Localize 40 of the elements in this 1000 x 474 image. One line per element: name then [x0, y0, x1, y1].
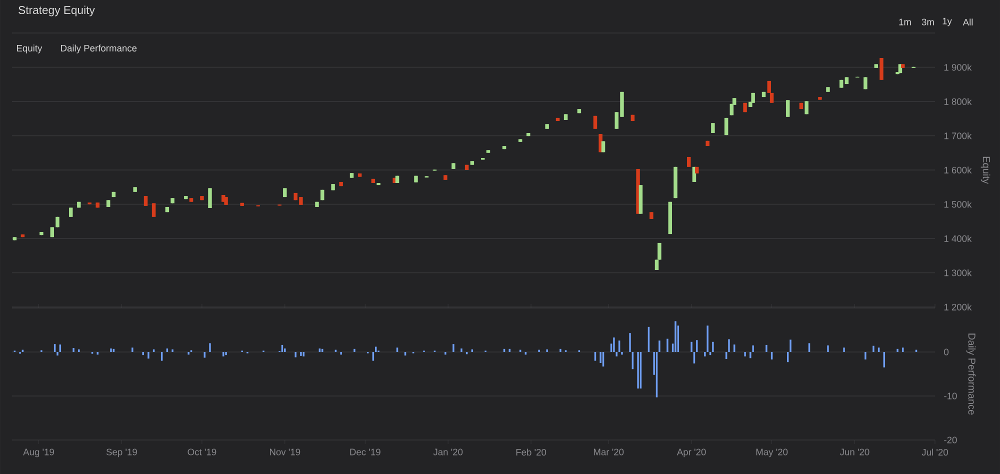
y-tick-label: 1 700k — [944, 132, 972, 140]
candlestick — [208, 188, 212, 208]
chart-title: Strategy Equity — [18, 6, 95, 16]
y-tick-label: 0 — [944, 348, 949, 356]
text: All — [962, 18, 973, 26]
x-tick-label: Aug '19 — [23, 448, 54, 458]
candlestick — [69, 207, 73, 218]
y-axis-title: Equity — [980, 156, 990, 184]
text: 3m — [922, 18, 934, 26]
y-tick-label: -20 — [944, 436, 957, 444]
x-tick-label: Oct '19 — [188, 448, 216, 456]
y-tick-label: 1 500k — [944, 200, 972, 208]
x-tick-label: Jan '20 — [433, 448, 463, 456]
y-tick-label: 1 300k — [944, 269, 972, 276]
x-tick-label: Sep '19 — [106, 448, 137, 458]
candlestick — [593, 115, 598, 130]
x-tick-label: Jul '20 — [922, 448, 948, 456]
y-tick-label: 1 200k — [944, 304, 972, 310]
y-tick-label: 1 400k — [944, 235, 972, 242]
y-tick-label: 1 800k — [944, 98, 972, 105]
annotation: Equity — [17, 44, 42, 54]
x-tick-label: Nov '19 — [270, 448, 300, 456]
x-tick-label: Jun '20 — [840, 448, 870, 456]
x-tick-label: Feb '20 — [516, 448, 546, 456]
x-tick-label: Apr '20 — [676, 448, 706, 458]
annotation: Daily Performance — [61, 44, 137, 54]
x-tick-label: Dec '19 — [350, 448, 380, 456]
text: 1y — [942, 18, 952, 26]
candlestick — [152, 202, 156, 218]
candlestick — [804, 100, 808, 115]
candlestick — [144, 196, 148, 206]
y-axis-title: Daily Performance — [966, 334, 976, 415]
candlestick — [786, 100, 790, 118]
x-tick-label: Mar '20 — [594, 448, 624, 456]
text: 1m — [899, 18, 911, 26]
x-tick-label: May '20 — [756, 448, 788, 458]
y-tick-label: 1 900k — [944, 64, 972, 71]
y-tick-label: 1 600k — [944, 166, 972, 174]
candlestick — [880, 58, 884, 80]
y-tick-label: -10 — [944, 392, 957, 400]
